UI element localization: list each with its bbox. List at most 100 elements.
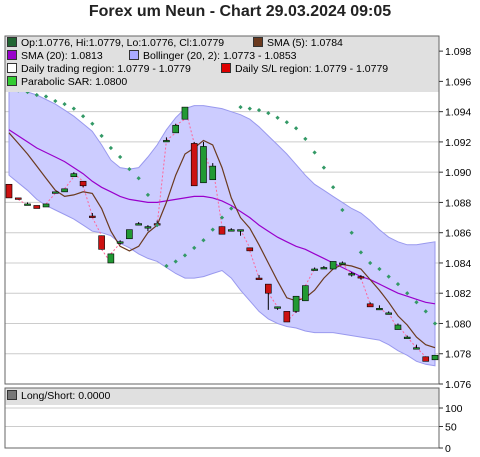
gap-line: [166, 132, 177, 141]
candle: [348, 272, 355, 277]
sar-dot: [340, 207, 345, 213]
candle: [200, 141, 207, 184]
legend-item-trading-region: Daily trading region: 1.0779 - 1.0779: [7, 63, 191, 75]
candle-body: [70, 173, 78, 178]
candle: [283, 311, 291, 323]
sar-dot: [358, 250, 364, 255]
y-tick-label: 50: [445, 422, 457, 434]
sar-dot: [136, 176, 141, 181]
legend-item-sar: Parabolic SAR: 1.0800: [7, 76, 127, 88]
y-tick-label: 1.078: [445, 349, 471, 361]
candle-body: [163, 140, 170, 143]
candle-body: [218, 226, 226, 235]
sar-dot: [312, 150, 317, 155]
candle: [218, 226, 226, 235]
legend-swatch: [7, 76, 17, 86]
candle-body: [394, 324, 402, 330]
main-legend: Op:1.0776, Hi:1.0779, Lo:1.0776, Cl:1.07…: [7, 37, 439, 91]
sar-dot: [349, 230, 354, 235]
candle-body: [311, 268, 318, 271]
sar-dot: [53, 98, 58, 104]
gap-line: [240, 229, 251, 249]
sar-dot: [238, 104, 243, 110]
candle-body: [200, 146, 207, 184]
sar-dot: [43, 94, 49, 99]
y-tick-label: 1.076: [445, 379, 471, 391]
candle-body: [237, 229, 244, 232]
candle-body: [265, 283, 272, 294]
candle-body: [348, 273, 355, 276]
sar-dot: [173, 259, 178, 264]
gap-line: [175, 118, 186, 126]
sar-dot: [90, 121, 95, 126]
sub-legend-background: [5, 388, 439, 405]
gap-line: [304, 268, 316, 286]
candle-body: [42, 203, 50, 208]
sar-dot: [395, 282, 401, 287]
gap-line: [249, 250, 260, 279]
sar-dot: [377, 266, 382, 272]
gap-line: [267, 292, 278, 308]
sar-dot: [108, 145, 113, 151]
candle-body: [385, 312, 392, 315]
legend-item-sma5: SMA (5): 1.0784: [253, 37, 343, 49]
sar-dot: [201, 238, 206, 243]
candle: [274, 306, 281, 310]
legend-item-long-short: Long/Short: 0.0000: [7, 390, 110, 402]
candle: [126, 229, 133, 240]
candle-body: [403, 336, 411, 339]
sar-dot: [368, 260, 373, 266]
main-y-axis: 1.076 1.078 1.080 1.082 1.084 1.086 1.088 1.090…: [439, 46, 471, 391]
candle: [403, 335, 411, 339]
gap-line: [360, 277, 371, 304]
candle-body: [61, 188, 68, 193]
candle-body: [89, 215, 96, 218]
y-tick-label: 100: [445, 403, 463, 415]
candle-body: [422, 356, 430, 362]
candle-body: [431, 354, 439, 361]
y-tick-label: 1.098: [445, 46, 471, 58]
legend-swatch: [7, 50, 17, 60]
sma5-line: [8, 132, 436, 349]
candle: [357, 275, 365, 280]
candle: [255, 275, 263, 280]
legend-swatch: [253, 37, 263, 47]
candle: [70, 172, 78, 178]
y-tick-label: 1.080: [445, 318, 471, 330]
candle-body: [98, 235, 105, 250]
sar-dot: [321, 165, 326, 170]
sar-dot: [331, 185, 336, 190]
candle: [116, 240, 124, 245]
y-tick-label: 0: [445, 443, 451, 455]
sar-dot: [210, 227, 215, 232]
candle: [172, 123, 179, 134]
y-tick-label: 1.084: [445, 258, 471, 270]
gap-line: [388, 312, 399, 330]
candle-body: [274, 306, 281, 309]
sar-dot: [80, 114, 86, 119]
sar-dot: [164, 263, 169, 269]
candle: [265, 283, 272, 310]
candle: [413, 344, 420, 350]
candle-body: [14, 197, 22, 200]
y-tick-label: 1.088: [445, 197, 471, 209]
y-tick-label: 1.096: [445, 76, 471, 88]
candle: [385, 311, 392, 315]
candle: [339, 261, 346, 265]
candle: [237, 229, 244, 236]
sar-dot: [182, 253, 188, 258]
candle: [14, 197, 22, 200]
candle: [89, 213, 96, 218]
legend-item-ohlc: Op:1.0776, Hi:1.0779, Lo:1.0776, Cl:1.07…: [7, 37, 224, 49]
sar-dot: [219, 215, 225, 220]
candle-body: [357, 276, 365, 279]
sar-dot: [423, 309, 428, 314]
legend-item-sma20: SMA (20): 1.0813: [7, 50, 103, 62]
candle: [61, 188, 68, 193]
candle: [52, 191, 59, 194]
candle-body: [79, 180, 87, 187]
sub-panel-frame: [4, 387, 440, 449]
candle-body: [376, 308, 383, 311]
sar-dot: [303, 136, 308, 142]
candle-body: [135, 223, 142, 226]
